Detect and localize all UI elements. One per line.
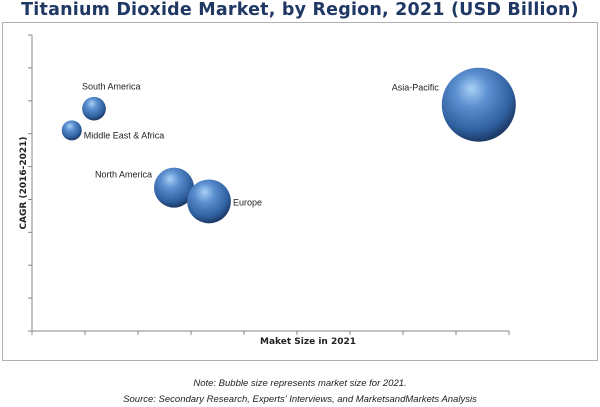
bubble-label: North America <box>95 170 152 180</box>
chart-title: Titanium Dioxide Market, by Region, 2021… <box>21 0 579 20</box>
bubble-label: South America <box>82 82 141 92</box>
bubble-north-america <box>154 167 195 208</box>
bubble-europe <box>187 179 231 224</box>
footnote: Note: Bubble size represents market size… <box>193 378 407 389</box>
x-axis-label: Maket Size in 2021 <box>260 337 356 347</box>
source-note: Source: Secondary Research, Experts' Int… <box>123 394 477 405</box>
chart-frame <box>2 22 598 361</box>
bubble-middle-east-africa <box>61 120 82 141</box>
y-axis-label: CAGR (2016-2021) <box>19 136 29 229</box>
bubble-south-america <box>82 96 106 121</box>
bubble-label: Asia-Pacific <box>392 83 440 93</box>
bubble-label: Europe <box>233 197 262 207</box>
bubble-asia-pacific <box>441 67 516 142</box>
bubble-label: Middle East & Africa <box>84 130 165 140</box>
